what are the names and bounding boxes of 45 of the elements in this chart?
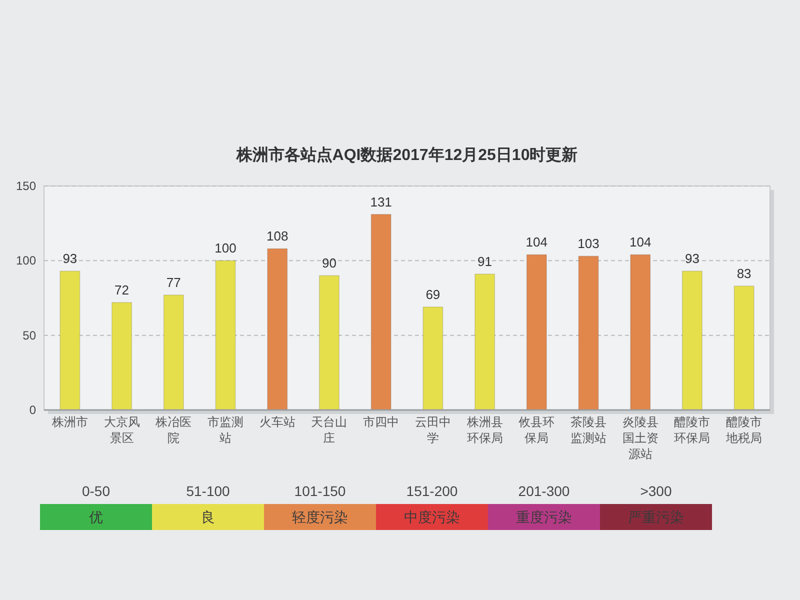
- x-tick: 攸县环保局: [518, 415, 555, 445]
- legend-label: 中度污染: [404, 509, 460, 525]
- x-tick: 市四中: [363, 415, 400, 429]
- x-tick: 火车站: [259, 415, 296, 429]
- data-label: 131: [370, 194, 392, 210]
- y-tick: 50: [22, 328, 36, 342]
- data-label: 103: [578, 236, 600, 252]
- x-tick: 株洲市: [52, 415, 88, 429]
- x-tick: 炎陵县国土资源站: [622, 415, 658, 461]
- data-label: 91: [478, 254, 492, 270]
- x-tick: 云田中学: [414, 415, 451, 445]
- x-tick: 市监测站: [208, 415, 244, 445]
- legend-label: 良: [201, 509, 215, 525]
- data-label: 104: [630, 234, 652, 250]
- x-tick: 天台山庄: [311, 415, 348, 445]
- data-label: 108: [266, 228, 288, 244]
- x-tick: 醴陵市地税局: [726, 415, 762, 445]
- annotation: 201-300: [518, 483, 570, 499]
- legend-label: 轻度污染: [292, 509, 348, 525]
- x-tick: 茶陵县监测站: [570, 415, 606, 445]
- y-tick: 100: [16, 254, 36, 268]
- data-label: 100: [214, 240, 236, 256]
- x-tick: 株洲县环保局: [466, 415, 503, 445]
- data-label: 77: [166, 275, 181, 290]
- data-label: 72: [114, 282, 130, 298]
- data-label: 93: [62, 251, 78, 266]
- data-label: 90: [322, 256, 336, 271]
- annotation: 151-200: [406, 483, 458, 499]
- x-tick: 株冶医院: [156, 415, 192, 445]
- x-tick: 醴陵市环保局: [674, 415, 710, 445]
- annotation: 0-50: [82, 483, 110, 499]
- y-tick: 0: [29, 403, 36, 417]
- data-label: 83: [736, 266, 752, 282]
- data-label: 104: [526, 234, 548, 250]
- data-label: 69: [426, 286, 440, 302]
- annotation: 51-100: [186, 483, 230, 499]
- data-label: 93: [684, 251, 700, 266]
- y-tick: 150: [16, 179, 36, 193]
- annotation: >300: [640, 483, 672, 499]
- legend-label: 优: [89, 509, 103, 525]
- legend-label: 严重污染: [628, 509, 684, 525]
- x-tick: 大京风景区: [104, 415, 140, 445]
- title: 株洲市各站点AQI数据2017年12月25日10时更新: [236, 147, 578, 164]
- legend-label: 重度污染: [516, 509, 572, 525]
- annotation: 101-150: [294, 483, 346, 499]
